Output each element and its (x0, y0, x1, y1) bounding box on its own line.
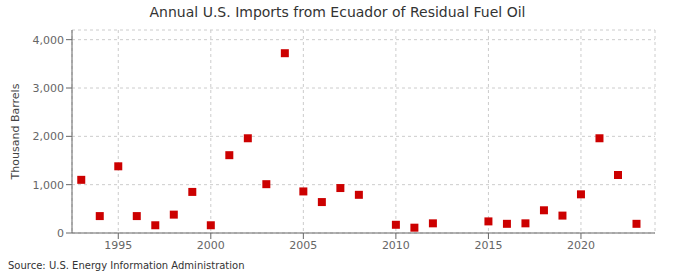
html-text:Annual U.S. Imports from Ecuad: Annual U.S. Imports from Ecuador of Resi… (149, 4, 526, 20)
html-text:Source: U.S. Energy Informatio: Source: U.S. Energy Information Administ… (8, 260, 245, 271)
svg-text:4,000: 4,000 (33, 34, 65, 47)
svg-text:2005: 2005 (289, 239, 317, 252)
svg-text:0: 0 (57, 227, 64, 240)
svg-text:3,000: 3,000 (33, 82, 65, 95)
svg-text:Thousand Barrels: Thousand Barrels (9, 83, 22, 180)
svg-text:1,000: 1,000 (33, 179, 65, 192)
svg-text:2,000: 2,000 (33, 130, 65, 143)
svg-text:2010: 2010 (382, 239, 410, 252)
svg-text:2020: 2020 (567, 239, 595, 252)
svg-text:2000: 2000 (197, 239, 225, 252)
svg-text:2015: 2015 (474, 239, 502, 252)
svg-text:1995: 1995 (104, 239, 132, 252)
